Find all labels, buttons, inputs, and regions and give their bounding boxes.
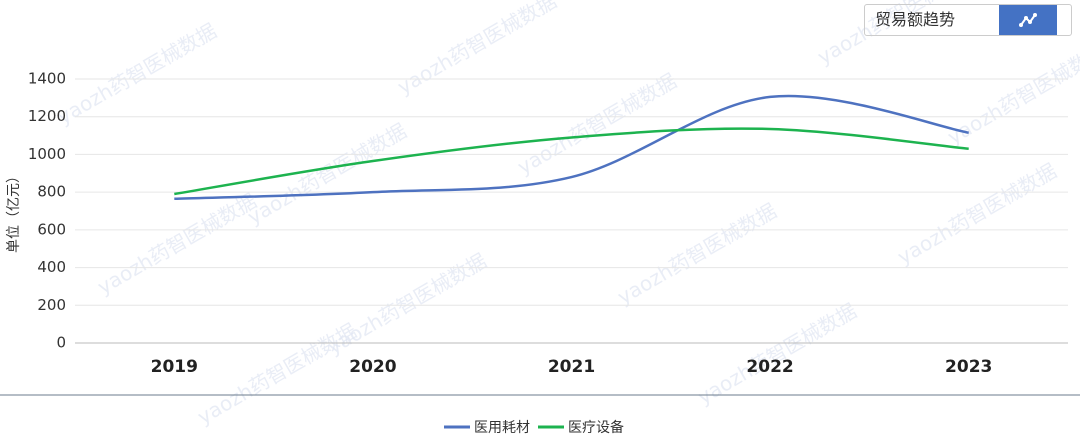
x-tick-label: 2022: [746, 357, 793, 377]
line-icon: [1019, 13, 1037, 27]
y-tick-label: 800: [37, 183, 66, 201]
x-tick-label: 2020: [349, 357, 396, 377]
watermark: yaozh药智医械数据: [193, 319, 360, 430]
view-toggle[interactable]: 贸易额趋势: [864, 4, 1072, 36]
watermark: yaozh药智医械数据: [393, 0, 560, 99]
y-tick-label: 200: [37, 296, 66, 314]
y-tick-label: 1400: [28, 70, 66, 88]
y-tick-label: 1200: [28, 107, 66, 125]
watermark: yaozh药智医械数据: [93, 189, 260, 300]
toggle-label[interactable]: 贸易额趋势: [875, 10, 956, 29]
watermark: yaozh药智医械数据: [53, 19, 220, 130]
x-tick-label: 2019: [151, 357, 198, 377]
watermark: yaozh药智医械数据: [893, 159, 1060, 270]
line-view-button[interactable]: [999, 5, 1057, 35]
series-line: [174, 127, 969, 196]
x-tick-label: 2023: [945, 357, 992, 377]
watermark: yaozh药智医械数据: [613, 199, 780, 310]
legend-label: 医用耗材: [474, 420, 530, 436]
watermark: yaozh药智医械数据: [243, 119, 410, 230]
watermark: yaozh药智医械数据: [513, 69, 680, 180]
watermark: yaozh药智医械数据: [693, 299, 860, 410]
x-tick-label: 2021: [548, 357, 595, 377]
series-line: [174, 94, 969, 200]
y-tick-label: 400: [37, 258, 66, 276]
legend-label: 医疗设备: [568, 419, 624, 436]
y-tick-label: 0: [56, 334, 66, 352]
y-tick-label: 1000: [28, 145, 66, 163]
y-tick-label: 600: [37, 220, 66, 238]
y-axis-label: 单位（亿元）: [6, 169, 22, 253]
